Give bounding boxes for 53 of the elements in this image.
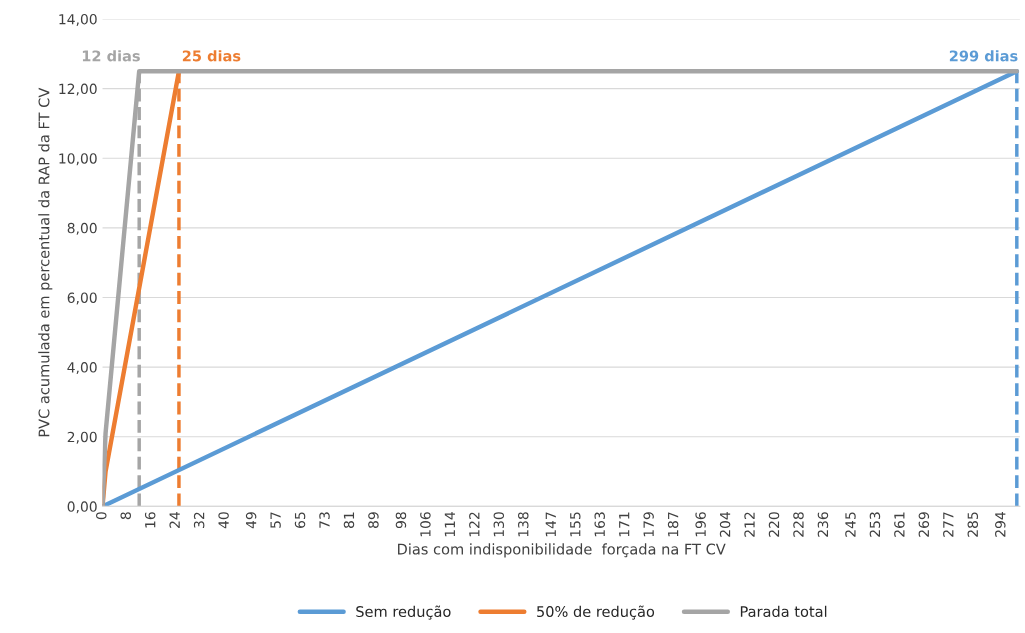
x-tick-label: 171 <box>619 512 630 537</box>
x-tick-label: 220 <box>768 512 780 537</box>
x-tick-label: 122 <box>469 512 480 537</box>
y-tick-label: 14,00 <box>59 13 97 26</box>
x-tick-label: 228 <box>793 512 804 537</box>
y-tick-label: 0,00 <box>67 501 97 514</box>
x-tick-label: 253 <box>869 512 881 537</box>
x-tick-label: 57 <box>270 512 281 528</box>
x-tick-label: 65 <box>294 512 306 528</box>
y-tick-label: 2,00 <box>67 431 97 444</box>
x-tick-label: 40 <box>218 512 229 529</box>
x-tick-label: 196 <box>695 512 706 537</box>
x-tick-label: 245 <box>845 512 856 537</box>
y-tick-label: 6,00 <box>67 292 97 305</box>
x-tick-label: 187 <box>667 512 679 537</box>
y-tick-label: 10,00 <box>59 153 97 166</box>
ref-line-label: 25 dias <box>182 50 241 62</box>
x-tick-label: 212 <box>744 512 755 537</box>
legend-label: Sem redução <box>356 605 451 620</box>
y-axis-title: PVC acumulada em percentual da RAP da FT CV <box>38 87 53 437</box>
x-tick-label: 285 <box>967 512 979 537</box>
x-tick-label: 155 <box>570 512 581 537</box>
x-tick-label: 114 <box>444 512 455 537</box>
ref-line-label: 299 dias <box>949 50 1018 62</box>
ref-line-label: 12 dias <box>82 50 140 62</box>
x-tick-label: 204 <box>719 512 731 537</box>
x-tick-label: 0 <box>96 512 107 520</box>
x-tick-label: 269 <box>918 512 930 537</box>
x-tick-label: 89 <box>368 512 379 528</box>
x-tick-label: 8 <box>120 512 131 520</box>
x-tick-label: 98 <box>395 512 407 529</box>
x-tick-label: 138 <box>518 512 529 537</box>
x-tick-label: 24 <box>169 512 180 528</box>
x-tick-label: 73 <box>319 512 330 528</box>
legend-label: 50% de redução <box>537 605 655 620</box>
x-tick-label: 49 <box>245 512 257 529</box>
x-tick-label: 32 <box>193 512 205 528</box>
x-tick-label: 163 <box>594 512 605 537</box>
x-tick-label: 236 <box>817 512 829 537</box>
x-tick-label: 147 <box>545 512 556 537</box>
x-tick-label: 81 <box>343 512 355 528</box>
y-tick-label: 12,00 <box>59 83 97 96</box>
x-tick-label: 106 <box>420 512 431 537</box>
y-tick-label: 4,00 <box>67 362 97 375</box>
legend-label: Parada total <box>740 605 827 618</box>
y-tick-label: 8,00 <box>67 222 97 235</box>
x-tick-label: 130 <box>493 512 505 537</box>
x-tick-label: 277 <box>943 512 954 537</box>
x-tick-label: 179 <box>643 512 654 537</box>
x-tick-label: 16 <box>144 512 156 528</box>
x-tick-label: 294 <box>995 512 1006 537</box>
x-tick-label: 261 <box>894 512 905 537</box>
x-axis-title: Dias com indisponibilidade forçada na FT CV <box>398 543 726 558</box>
